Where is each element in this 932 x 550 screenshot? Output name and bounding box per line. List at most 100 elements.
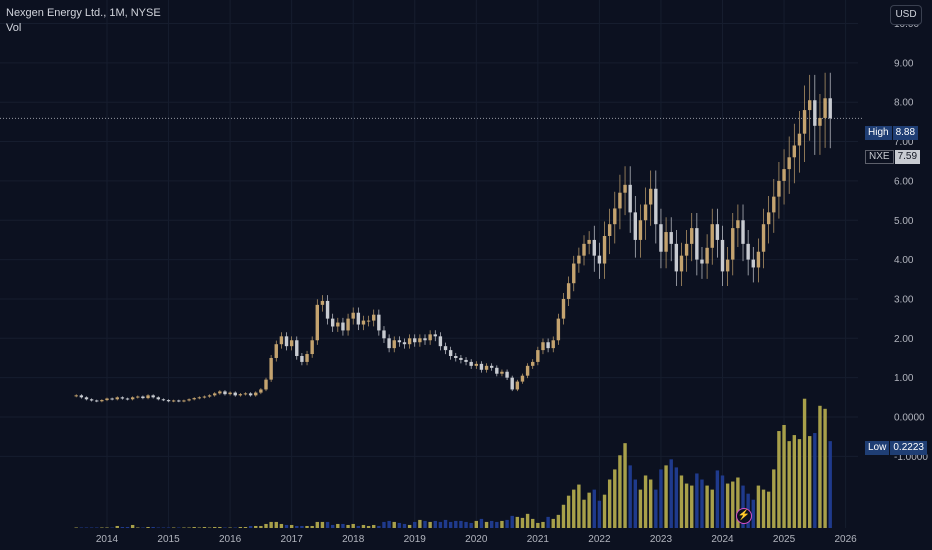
candle-body	[566, 283, 571, 299]
time-tick-label: 2025	[773, 534, 796, 545]
volume-bar	[736, 477, 740, 528]
volume-bar	[597, 500, 602, 528]
volume-bar	[166, 527, 171, 528]
price-tick-label: 8.00	[894, 98, 914, 109]
price-tick-label: 1.00	[894, 373, 914, 384]
volume-bar	[79, 527, 84, 528]
volume-bar	[387, 520, 391, 528]
volume-bar	[182, 527, 186, 528]
volume-bar	[474, 520, 478, 528]
candle-body	[787, 157, 791, 170]
volume-bar	[469, 522, 473, 528]
candle-body	[382, 330, 386, 339]
price-tick-label: -1.0000	[894, 452, 928, 463]
price-tick-label: 7.00	[894, 137, 914, 148]
candle-body	[218, 391, 222, 394]
candle-body	[120, 397, 125, 399]
volume-bar	[407, 524, 412, 528]
candle-body	[223, 391, 227, 395]
candle-body	[618, 192, 622, 209]
volume-bar	[515, 516, 520, 528]
lightning-icon[interactable]: ⚡	[736, 508, 752, 524]
volume-bar	[566, 495, 571, 528]
candle-body	[510, 377, 514, 390]
volume-bar	[428, 521, 432, 528]
volume-bar	[448, 521, 453, 528]
candle-body	[413, 338, 417, 343]
volume-bar	[377, 525, 381, 528]
volume-bar	[561, 504, 566, 528]
volume-bar	[592, 489, 596, 528]
volume-bar	[777, 431, 781, 528]
volume-bar	[607, 479, 612, 528]
volume-bar	[423, 520, 427, 528]
candle-body	[613, 208, 617, 225]
volume-bar	[443, 519, 448, 528]
volume-bar	[218, 526, 222, 528]
candle-body	[141, 396, 145, 399]
candle-body	[715, 224, 720, 240]
volume-bar	[705, 485, 709, 528]
volume-bar	[797, 439, 802, 528]
candle-body	[289, 340, 294, 347]
candle-body	[259, 389, 263, 393]
volume-bar	[187, 527, 191, 528]
volume-bar	[659, 469, 663, 528]
candle-body	[802, 110, 807, 134]
candle-body	[756, 251, 761, 268]
volume-bars	[74, 398, 832, 528]
volume-bar	[95, 527, 99, 528]
volume-bar	[489, 520, 494, 528]
candle-body	[766, 212, 771, 225]
volume-bar	[238, 526, 243, 528]
candle-body	[315, 304, 319, 341]
volume-bar	[177, 527, 181, 528]
candle-body	[536, 350, 540, 362]
volume-bar	[300, 525, 304, 528]
volume-bar	[84, 527, 89, 528]
volume-bar	[366, 525, 371, 528]
candle-body	[828, 98, 832, 119]
candle-body	[89, 399, 94, 401]
volume-bar	[531, 518, 535, 528]
chart-grid	[0, 0, 858, 528]
candle-body	[705, 247, 709, 264]
candle-body	[679, 255, 684, 272]
candle-body	[541, 342, 545, 351]
time-tick-label: 2023	[650, 534, 673, 545]
candle-body	[582, 243, 586, 256]
price-tick-label: 0.0000	[894, 413, 925, 424]
candle-body	[695, 228, 699, 260]
candle-body	[279, 336, 284, 345]
candle-body	[336, 322, 340, 327]
volume-bar	[351, 523, 355, 528]
low-label: Low	[865, 441, 890, 455]
volume-bar	[130, 524, 135, 528]
candle-body	[443, 346, 448, 351]
volume-bar	[433, 520, 437, 528]
candle-body	[305, 354, 309, 362]
volume-bar	[341, 523, 345, 528]
volume-indicator-label[interactable]: Vol	[6, 22, 22, 34]
volume-bar	[330, 524, 335, 528]
volume-bar	[192, 526, 196, 528]
candle-body	[146, 395, 150, 399]
volume-bar	[541, 521, 545, 528]
candle-body	[110, 398, 114, 400]
candle-body	[761, 224, 766, 252]
currency-button[interactable]: USD	[890, 5, 922, 25]
volume-bar	[346, 524, 350, 528]
candle-body	[300, 356, 304, 362]
volume-bar	[628, 465, 632, 528]
volume-bar	[279, 523, 284, 528]
candle-body	[346, 318, 350, 331]
volume-bar	[613, 469, 617, 528]
volume-bar	[228, 527, 232, 528]
candle-body	[669, 232, 673, 244]
price-tick-label: 4.00	[894, 255, 914, 266]
volume-bar	[828, 441, 832, 528]
candle-body	[197, 397, 202, 399]
candle-body	[207, 395, 212, 397]
candle-body	[459, 357, 463, 360]
